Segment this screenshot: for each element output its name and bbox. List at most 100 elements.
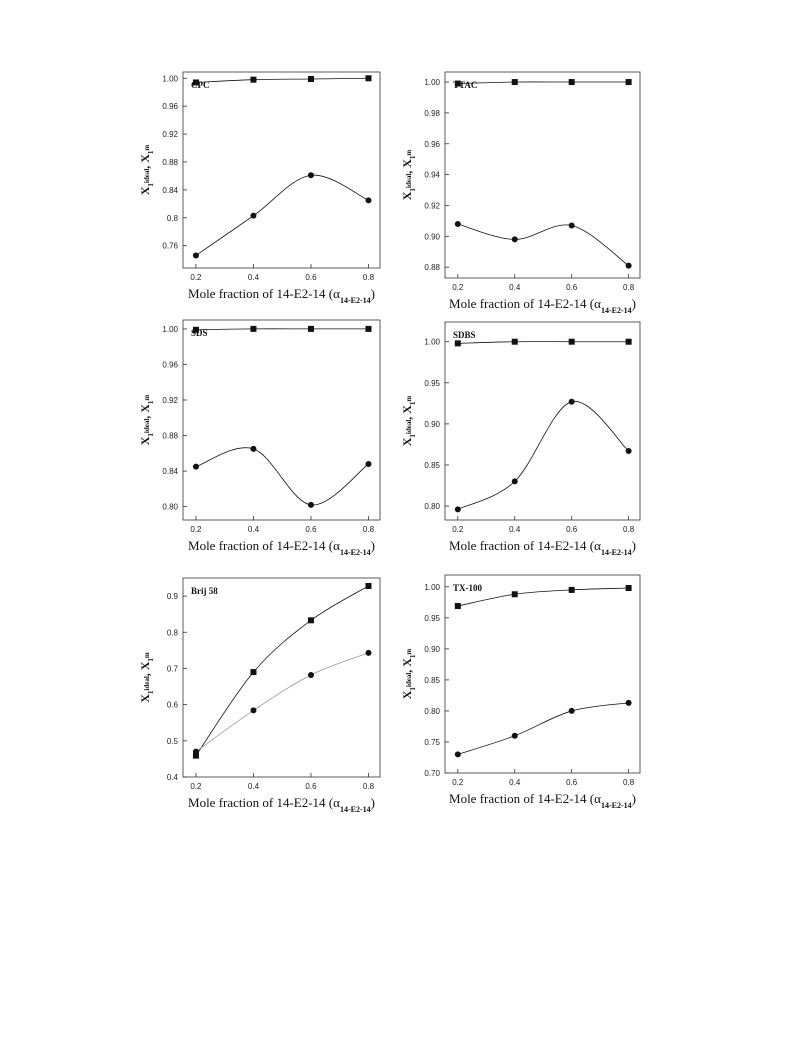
y-axis-label-part: m	[143, 395, 151, 401]
square-marker	[192, 326, 199, 333]
x-axis-label: Mole fraction of 14-E2-14 (α14-E2-14)	[188, 286, 375, 305]
circle-marker	[454, 220, 461, 227]
y-tick-label: 0.4	[167, 773, 179, 782]
y-tick-label: 1.00	[424, 338, 440, 347]
circle-marker	[192, 463, 199, 470]
square-marker	[365, 582, 372, 589]
square-marker	[454, 80, 461, 87]
circle-marker	[568, 398, 575, 405]
x-tick-label: 0.4	[509, 778, 521, 787]
y-axis-label-part: X	[138, 186, 152, 195]
y-tick-label: 0.90	[424, 232, 440, 241]
y-axis-label-part: 1	[147, 150, 155, 154]
circle-marker	[307, 671, 314, 678]
square-marker	[568, 586, 575, 593]
y-axis-label-part: 1	[409, 434, 417, 438]
y-tick-label: 0.88	[162, 432, 178, 441]
y-axis-label-part: m	[143, 652, 151, 658]
panel: 0.80 0.84 0.88 0.92 0.96 1.00 0.2 0.4 0.6 0.8 SDS M…	[138, 319, 381, 557]
y-axis-label: X1ideal, X1m	[138, 145, 155, 196]
plot-frame	[444, 321, 641, 521]
y-tick-label: 0.85	[424, 676, 440, 685]
x-axis-label-part: )	[632, 538, 636, 553]
y-axis-label: X1ideal, X1m	[138, 395, 155, 446]
y-axis-label-part: , X	[138, 154, 152, 169]
x-tick-label: 0.2	[452, 525, 464, 534]
panel: 0.4 0.5 0.6 0.7 0.8 0.9 0.2 0.4 0.6 0.8 Brij 58 Mol…	[138, 577, 381, 814]
square-marker	[454, 603, 461, 610]
y-axis-label-part: , X	[400, 159, 414, 174]
x-axis-label-part: )	[371, 538, 375, 553]
circle-marker	[365, 461, 372, 467]
x-axis-label: Mole fraction of 14-E2-14 (α14-E2-14)	[188, 538, 375, 557]
circle-marker	[365, 649, 372, 656]
x-axis-label-part: Mole fraction of 14-E2-14 (α	[449, 296, 601, 311]
square-marker	[511, 591, 518, 598]
x-tick-label: 0.2	[190, 273, 202, 282]
y-axis-label: X1ideal, X1m	[138, 652, 155, 703]
x-axis-label-part: Mole fraction of 14-E2-14 (α	[188, 795, 340, 810]
y-tick-label: 0.92	[162, 130, 178, 139]
y-tick-label: 0.96	[162, 102, 178, 111]
circle-marker	[511, 236, 518, 243]
x-axis-label-part: 14-E2-14	[601, 801, 632, 810]
square-marker	[192, 79, 199, 86]
square-marker	[625, 585, 632, 592]
y-tick-label: 1.00	[162, 74, 178, 83]
circle-marker	[307, 501, 314, 508]
x-axis-label-part: Mole fraction of 14-E2-14 (α	[449, 791, 601, 806]
circle-marker	[454, 506, 461, 513]
y-tick-label: 1.00	[162, 325, 178, 334]
circle-marker	[192, 748, 199, 755]
x-tick-label: 0.8	[623, 283, 635, 292]
y-axis-label-part: ideal	[143, 169, 151, 183]
x-axis-label-part: Mole fraction of 14-E2-14 (α	[188, 538, 340, 553]
y-axis-label-part: 1	[409, 401, 417, 405]
y-tick-label: 1.00	[424, 583, 440, 592]
x-tick-label: 0.6	[305, 273, 317, 282]
x-tick-label: 0.6	[566, 525, 578, 534]
square-marker	[307, 617, 314, 624]
square-marker	[568, 338, 575, 345]
fit-curve	[195, 77, 369, 83]
x-axis-label-part: 14-E2-14	[340, 548, 371, 557]
square-marker	[454, 340, 461, 347]
circle-marker	[250, 445, 257, 452]
x-axis-label: Mole fraction of 14-E2-14 (α14-E2-14)	[449, 791, 636, 810]
square-marker	[192, 752, 199, 759]
y-axis-label-part: m	[405, 396, 413, 402]
y-tick-label: 0.80	[424, 707, 440, 716]
y-tick-label: 0.94	[424, 171, 440, 180]
y-tick-label: 0.70	[424, 769, 440, 778]
x-tick-label: 0.2	[190, 525, 202, 534]
fit-curve	[457, 702, 629, 755]
x-tick-label: 0.6	[566, 778, 578, 787]
y-axis-label: X1ideal, X1m	[400, 150, 417, 201]
fit-curve	[195, 585, 369, 756]
circle-marker	[454, 751, 461, 758]
circle-marker	[625, 699, 632, 706]
y-tick-label: 0.85	[424, 461, 440, 470]
fit-curve	[457, 401, 629, 510]
square-marker	[568, 79, 575, 86]
panel-label: CPC	[191, 80, 210, 90]
square-marker	[307, 75, 314, 82]
panel-label: TX-100	[453, 583, 482, 593]
x-axis-label-part: Mole fraction of 14-E2-14 (α	[449, 538, 601, 553]
x-tick-label: 0.6	[305, 525, 317, 534]
y-tick-label: 0.95	[424, 379, 440, 388]
panel-label: TTAC	[453, 80, 477, 90]
panel-label: Brij 58	[191, 586, 218, 596]
panel: 0.70 0.75 0.80 0.85 0.90 0.95 1.00 0.2 0.4 0.6 0.8…	[400, 574, 641, 810]
y-tick-label: 0.84	[162, 467, 178, 476]
fit-curve	[457, 223, 629, 266]
y-tick-label: 0.88	[162, 158, 178, 167]
circle-marker	[511, 478, 518, 485]
x-tick-label: 0.2	[452, 283, 464, 292]
circle-marker	[192, 252, 199, 259]
x-tick-label: 0.8	[363, 525, 375, 534]
y-tick-label: 0.75	[424, 738, 440, 747]
fit-curve	[195, 652, 369, 752]
